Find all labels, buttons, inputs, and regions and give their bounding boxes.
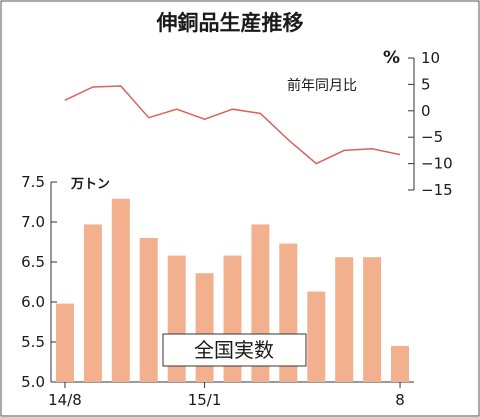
x-tick-label: 14/8 [48,391,82,409]
bar-14/10 [111,198,130,382]
x-tick-label: 15/1 [188,391,222,409]
left-tick-label: 6.5 [21,253,45,271]
x-axis-ticks: 14/8 15/1 8 [48,382,405,409]
chart-title: 伸銅品生産推移 [156,11,304,35]
right-axis-unit: % [383,48,400,68]
left-axis-unit: 万トン [70,177,110,192]
left-axis-ticks: 7.5 7.0 6.5 6.0 5.5 5.0 [21,173,57,391]
right-tick-label: 5 [421,75,431,93]
right-tick-label: −15 [421,181,453,199]
bar-series-label: 全国実数 [194,338,274,362]
left-tick-label: 7.0 [21,213,45,231]
right-tick-label: −5 [421,128,443,146]
left-tick-label: 6.0 [21,293,45,311]
x-tick-label: 8 [395,391,405,409]
bar-14/8 [56,303,74,382]
left-tick-label: 7.5 [21,173,45,191]
bar-15/8 [391,346,409,382]
left-tick-label: 5.5 [21,333,45,351]
bar-14/9 [83,224,102,382]
bar-series-label-box [162,333,307,367]
line-series-yoy [64,85,401,165]
bar-15/5 [307,291,326,382]
bar-14/11 [139,238,158,382]
bar-15/6 [335,257,354,382]
left-tick-label: 5.0 [21,373,45,391]
right-tick-label: −10 [421,155,453,173]
right-tick-label: 0 [421,102,431,120]
right-axis-ticks: 10 5 0 −5 −10 −15 [408,49,453,199]
line-series-label: 前年同月比 [287,77,357,94]
bar-15/7 [363,257,382,382]
right-tick-label: 10 [421,49,440,67]
